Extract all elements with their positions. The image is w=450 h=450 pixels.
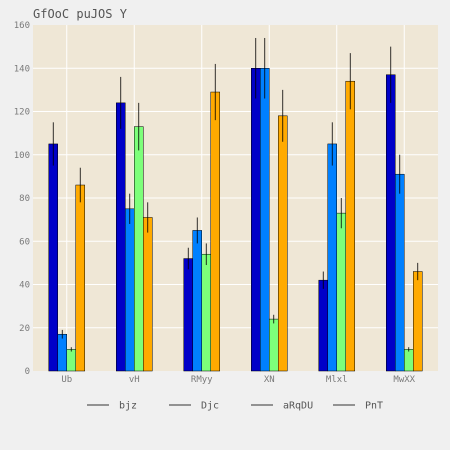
x-axis-ticks: Ub vH RMyy XN Mlxl MwXX [61, 375, 415, 385]
bar-bjz [251, 68, 261, 372]
bar-aRqDU [269, 318, 279, 372]
bar-PnT [75, 184, 85, 372]
bar-PnT [345, 80, 355, 372]
legend-label: PnT [365, 401, 383, 412]
chart-title: GfOoC puJOS Y [33, 7, 128, 21]
bar-aRqDU [134, 126, 144, 372]
y-tick-label: 100 [14, 151, 30, 161]
bar-bjz [116, 102, 126, 372]
bar-aRqDU [201, 253, 211, 372]
bar-PnT [278, 115, 288, 372]
legend-label: Djc [201, 401, 219, 412]
x-tick-label: vH [129, 375, 140, 385]
x-tick-label: Mlxl [326, 375, 348, 385]
bar-Djc [327, 143, 337, 372]
bar-bjz [183, 258, 193, 372]
bar-PnT [210, 91, 220, 372]
bar-Djc [57, 333, 67, 372]
y-tick-label: 20 [19, 324, 30, 334]
y-tick-label: 60 [19, 237, 30, 247]
bar-bjz [318, 279, 328, 372]
y-tick-label: 0 [25, 367, 30, 377]
bar-Djc [192, 230, 202, 372]
bars [48, 37, 423, 372]
bar-Djc [125, 208, 135, 372]
bar-PnT [143, 217, 153, 372]
y-axis-ticks: 0 20 40 60 80 100 120 140 160 [14, 21, 30, 377]
x-tick-label: XN [264, 375, 275, 385]
bar-bjz [386, 74, 396, 372]
bar-aRqDU [404, 349, 414, 372]
bar-Djc [395, 173, 405, 372]
bar-aRqDU [66, 349, 76, 372]
legend-label: aRqDU [283, 401, 313, 412]
legend-label: bjz [119, 401, 137, 412]
bar-aRqDU [336, 212, 346, 372]
x-tick-label: RMyy [191, 375, 213, 385]
x-tick-label: Ub [61, 375, 72, 385]
y-tick-label: 160 [14, 21, 30, 31]
y-tick-label: 120 [14, 108, 30, 118]
bar-Djc [260, 68, 270, 372]
x-tick-label: MwXX [393, 375, 415, 385]
y-tick-label: 140 [14, 64, 30, 74]
bar-bjz [48, 143, 58, 372]
legend: bjz Djc aRqDU PnT [87, 401, 383, 412]
y-tick-label: 40 [19, 281, 30, 291]
bar-PnT [413, 271, 423, 372]
y-tick-label: 80 [19, 194, 30, 204]
